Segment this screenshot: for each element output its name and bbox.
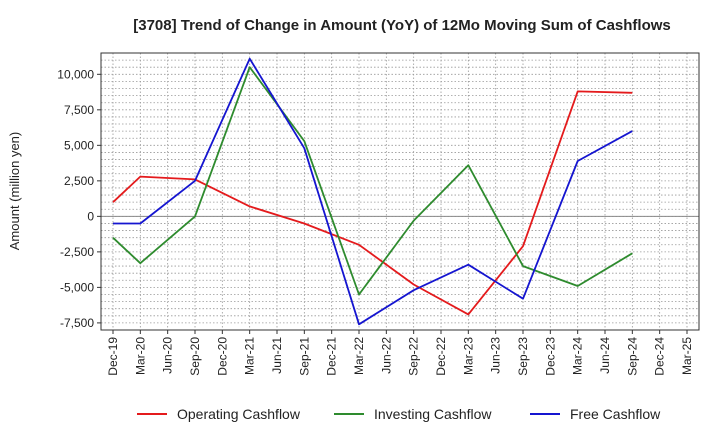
y-tick-label: 7,500: [64, 103, 94, 117]
series-line-investing-cashflow: [112, 66, 633, 296]
x-tick-label: Sep-24: [625, 337, 639, 376]
x-tick-label: Mar-21: [243, 337, 257, 375]
series-line-operating-cashflow: [112, 90, 633, 316]
x-axis: Dec-19 Mar-20 Jun-20 Sep-20 Dec-20 Mar-21 Jun-…: [106, 330, 694, 376]
x-tick-label: Sep-22: [407, 337, 421, 376]
x-tick-label: Mar-23: [461, 337, 475, 375]
x-tick-label: Jun-24: [598, 337, 612, 374]
x-tick-label: Mar-25: [680, 337, 694, 375]
x-tick-label: Dec-19: [106, 337, 120, 376]
y-tick-label: -5,000: [60, 280, 94, 294]
series-layer: [112, 57, 633, 326]
y-axis-label: Amount (million yen): [7, 132, 22, 251]
x-tick-label: Dec-23: [543, 337, 557, 376]
y-tick-label: 5,000: [64, 138, 94, 152]
y-tick-label: 10,000: [57, 67, 94, 81]
x-tick-label: Sep-21: [297, 337, 311, 376]
plot-frame: [100, 52, 700, 331]
x-tick-label: Mar-24: [571, 337, 585, 375]
x-tick-label: Jun-23: [489, 337, 503, 374]
x-tick-label: Mar-22: [352, 337, 366, 375]
y-tick-label: 0: [87, 209, 94, 223]
legend: Operating Cashflow Investing Cashflow Free…: [137, 406, 661, 422]
x-tick-label: Sep-23: [516, 337, 530, 376]
chart-title: [3708] Trend of Change in Amount (YoY) o…: [133, 17, 671, 34]
y-tick-label: -2,500: [60, 245, 94, 259]
legend-label: Operating Cashflow: [177, 406, 301, 422]
plot-area: [101, 53, 699, 330]
y-tick-label: 2,500: [64, 174, 94, 188]
x-tick-label: Sep-20: [188, 337, 202, 376]
x-tick-label: Jun-21: [270, 337, 284, 374]
x-tick-label: Mar-20: [133, 337, 147, 375]
y-axis: -7,500 -5,000 -2,500 0 2,500 5,000 7,500 10,000: [57, 67, 101, 330]
x-tick-label: Jun-22: [379, 337, 393, 374]
x-tick-label: Dec-20: [215, 337, 229, 376]
y-tick-label: -7,500: [60, 316, 94, 330]
legend-label: Free Cashflow: [570, 406, 661, 422]
x-tick-label: Jun-20: [161, 337, 175, 374]
x-tick-label: Dec-21: [325, 337, 339, 376]
x-tick-label: Dec-24: [653, 337, 667, 376]
x-tick-label: Dec-22: [434, 337, 448, 376]
grid: [101, 52, 699, 331]
legend-label: Investing Cashflow: [374, 406, 492, 422]
series-line-free-cashflow: [113, 57, 633, 326]
